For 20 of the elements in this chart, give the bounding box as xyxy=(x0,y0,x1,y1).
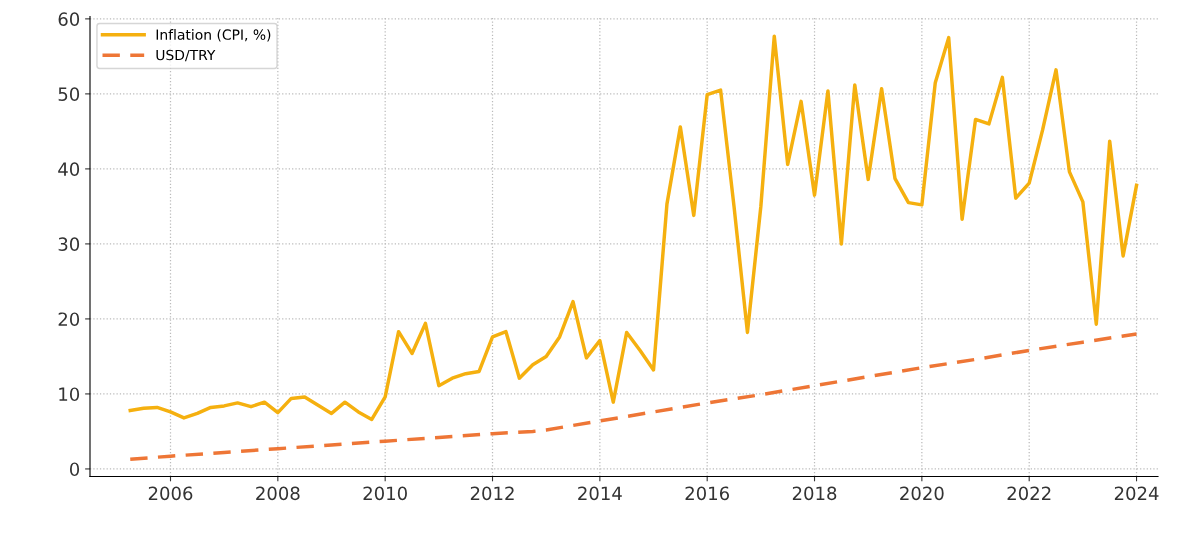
x-tick-label: 2010 xyxy=(363,486,407,501)
x-tick-label: 2022 xyxy=(1007,486,1051,501)
y-tick-label: 60 xyxy=(58,12,80,26)
x-tick-label: 2020 xyxy=(900,486,944,501)
legend-label: Inflation (CPI, %) xyxy=(156,29,271,42)
x-tick-label: 2014 xyxy=(578,486,622,501)
y-tick-label: 20 xyxy=(58,312,80,327)
line-series xyxy=(128,332,1139,461)
x-tick-label: 2008 xyxy=(256,486,300,501)
y-tick-label: 50 xyxy=(58,87,80,101)
legend-label: USD/TRY xyxy=(156,49,216,62)
x-tick-label: 2006 xyxy=(148,486,193,501)
x-tick-label: 2012 xyxy=(470,486,514,501)
y-tick-label: 10 xyxy=(59,387,80,402)
y-tick-label: 40 xyxy=(58,162,80,177)
x-tick-label: 2018 xyxy=(792,486,837,501)
x-tick-label: 2016 xyxy=(685,486,730,501)
y-tick-label: 30 xyxy=(58,237,80,252)
y-tick-label: 0 xyxy=(69,462,80,477)
x-tick-label: 2024 xyxy=(1114,486,1159,501)
